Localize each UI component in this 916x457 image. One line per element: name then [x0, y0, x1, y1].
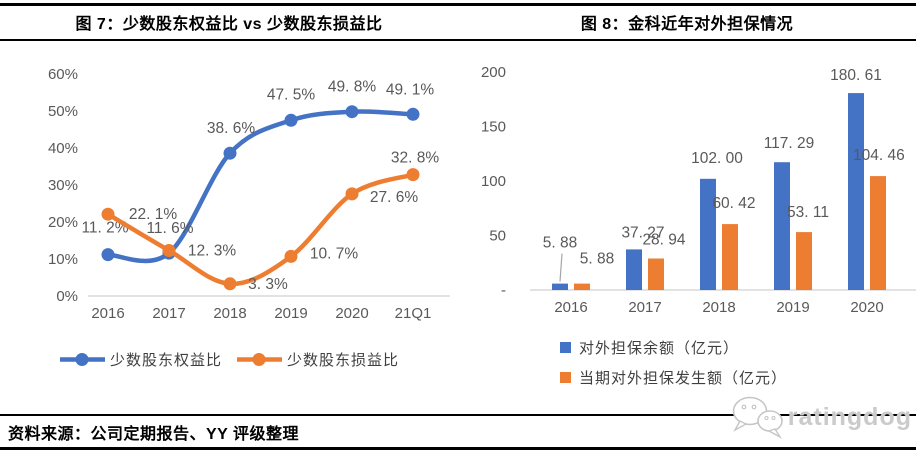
- bar: [722, 224, 738, 290]
- data-label: 38. 6%: [207, 120, 255, 137]
- figure7-legend: 少数股东权益比 少数股东损益比: [0, 349, 458, 370]
- data-label: 12. 3%: [188, 243, 236, 260]
- x-tick-label: 2020: [335, 305, 368, 322]
- bar: [552, 283, 568, 290]
- x-tick-label: 2020: [850, 299, 883, 316]
- data-label: 5. 88: [543, 235, 577, 252]
- source-divider-rule: [0, 414, 916, 416]
- data-point-marker: [406, 168, 420, 182]
- data-label: 47. 5%: [267, 86, 315, 103]
- legend-item-guarantee-balance: 对外担保余额（亿元）: [560, 337, 787, 358]
- y-tick-label: 50: [489, 228, 506, 245]
- x-tick-label: 2019: [776, 299, 809, 316]
- watermark-label: ratingdog: [787, 402, 912, 431]
- data-label: 49. 1%: [386, 81, 434, 98]
- data-label: 104. 46: [853, 147, 905, 164]
- bar: [700, 178, 716, 290]
- legend-label: 对外担保余额（亿元）: [579, 339, 740, 357]
- bar: [626, 249, 642, 290]
- data-point-marker: [162, 244, 176, 257]
- legend-item-guarantee-incurred: 当期对外担保发生额（亿元）: [560, 367, 787, 388]
- data-label: 27. 6%: [370, 189, 418, 206]
- y-tick-label: 50%: [48, 103, 78, 120]
- legend-item-equity-ratio: 少数股东权益比: [59, 349, 222, 370]
- x-tick-label: 2018: [702, 299, 735, 316]
- label-callout-line: [559, 253, 563, 282]
- data-point-marker: [284, 113, 298, 127]
- data-label: 22. 1%: [129, 206, 177, 223]
- figure8-legend: 对外担保余额（亿元） 当期对外担保发生额（亿元）: [560, 337, 787, 388]
- bottom-rule: [0, 447, 916, 450]
- figure7-line-chart: 60% 50% 40% 30% 20% 10% 0% 2016 2017 2018 2019 2020…: [48, 66, 450, 322]
- watermark: ratingdog: [728, 394, 912, 440]
- data-label: 28. 94: [642, 232, 685, 249]
- data-label: 37. 27: [621, 224, 664, 241]
- y-tick-label: -: [501, 282, 506, 299]
- y-tick-label: 40%: [48, 140, 78, 157]
- data-label: 117. 29: [764, 135, 815, 152]
- data-point-marker: [223, 146, 237, 160]
- data-label: 49. 8%: [328, 79, 376, 96]
- top-rule: [0, 3, 916, 6]
- y-tick-label: 10%: [48, 251, 78, 268]
- data-point-marker: [406, 107, 420, 121]
- x-tick-label: 2017: [628, 299, 661, 316]
- bar: [870, 176, 886, 290]
- wechat-chat-bubbles-icon: [732, 396, 783, 439]
- source-note: 资料来源：公司定期报告、YY 评级整理: [8, 426, 300, 443]
- figure8-title: 图 8：金科近年对外担保情况: [580, 16, 794, 33]
- data-label: 53. 11: [787, 204, 829, 221]
- bar: [848, 93, 864, 290]
- data-point-marker: [345, 187, 359, 201]
- x-tick-label: 2017: [152, 305, 185, 322]
- figure8-bar-chart: 200 150 100 50 - 2016 2017 2018 2019 2020 5. 88 37.…: [481, 64, 916, 316]
- data-label: 102. 00: [691, 150, 743, 167]
- blue-line-marker-icon: [59, 353, 105, 366]
- y-tick-label: 0%: [56, 288, 78, 305]
- x-tick-label: 2019: [274, 305, 307, 322]
- legend-item-pnl-ratio: 少数股东损益比: [236, 349, 399, 370]
- x-tick-label: 2016: [91, 305, 124, 322]
- data-point-marker: [345, 105, 359, 119]
- data-point-marker: [284, 249, 298, 263]
- figure7-title: 图 7：少数股东权益比 vs 少数股东损益比: [75, 16, 383, 33]
- y-tick-label: 200: [481, 64, 506, 81]
- y-tick-label: 100: [481, 173, 506, 190]
- orange-line-marker-icon: [237, 353, 282, 366]
- data-label: 10. 7%: [310, 245, 358, 262]
- data-point-marker: [101, 248, 115, 262]
- bar: [574, 283, 590, 290]
- x-tick-label: 2018: [213, 305, 246, 322]
- y-tick-label: 30%: [48, 177, 78, 194]
- blue-square-marker-icon: [560, 342, 571, 353]
- data-label: 11. 2%: [81, 220, 128, 237]
- data-label: 5. 88: [580, 251, 614, 268]
- data-point-marker: [101, 207, 115, 221]
- data-label: 32. 8%: [391, 150, 439, 167]
- bar: [774, 162, 790, 290]
- data-label: 3. 3%: [248, 276, 288, 293]
- x-tick-label: 2016: [554, 299, 587, 316]
- x-tick-label: 21Q1: [395, 305, 432, 322]
- orange-square-marker-icon: [560, 372, 571, 383]
- title-underline-rule: [0, 39, 916, 41]
- y-tick-label: 20%: [48, 214, 78, 231]
- figure-titles-row: 图 7：少数股东权益比 vs 少数股东损益比 图 8：金科近年对外担保情况: [0, 10, 916, 34]
- legend-label: 少数股东损益比: [287, 351, 400, 369]
- y-tick-label: 60%: [48, 66, 78, 83]
- bar: [796, 232, 812, 290]
- bar: [648, 258, 664, 290]
- legend-label: 少数股东权益比: [109, 351, 222, 369]
- data-label: 60. 42: [712, 195, 755, 212]
- y-tick-label: 150: [481, 119, 506, 136]
- data-label: 180. 61: [830, 67, 882, 84]
- data-point-marker: [223, 277, 237, 291]
- legend-label: 当期对外担保发生额（亿元）: [579, 369, 788, 387]
- data-label: 11. 6%: [146, 220, 193, 237]
